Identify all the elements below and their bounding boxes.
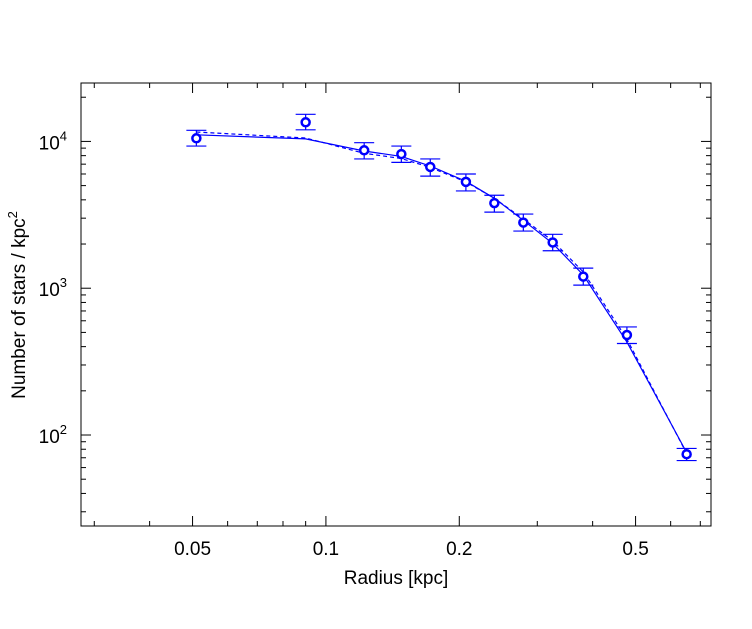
y-tick-label-base: 10 [39,280,60,301]
y-tick-label-base: 10 [39,427,60,448]
x-tick-label: 0.2 [446,539,472,560]
solid-model-line [196,134,688,453]
y-tick-label-exp: 4 [60,128,67,143]
y-tick-label-exp: 3 [60,275,67,290]
data-points [191,117,692,460]
x-axis-label: Radius [kpc] [344,568,449,589]
error-bars [186,113,697,462]
data-point [191,133,202,144]
y-axis-label-main: Number of stars / kpc [9,218,30,399]
y-axis-label-sup: 2 [5,211,20,218]
data-point [518,217,529,228]
data-point [460,176,472,188]
y-tick-label: 102 [39,422,67,448]
data-point [358,145,370,156]
plot-frame [80,82,712,527]
y-tick-label-base: 10 [39,133,60,154]
data-point [621,329,633,341]
x-tick-label: 0.1 [313,539,339,560]
data-point [396,148,407,160]
data-point [681,448,692,460]
data-point [578,271,589,282]
x-tick-label: 0.05 [174,539,211,560]
y-tick-label: 104 [39,128,67,154]
y-tick-label-exp: 2 [60,422,67,437]
data-point [425,161,436,173]
y-tick-label: 103 [39,275,67,301]
y-axis-label: Number of stars / kpc2 [5,211,30,399]
x-tick-labels: 0.05 0.1 0.2 0.5 [174,539,649,560]
axis-ticks [81,83,711,526]
data-point [489,197,500,209]
model-lines [196,131,688,454]
data-point [300,117,311,128]
dashed-model-line [196,131,688,454]
data-point [547,237,558,248]
x-tick-label: 0.5 [622,539,648,560]
